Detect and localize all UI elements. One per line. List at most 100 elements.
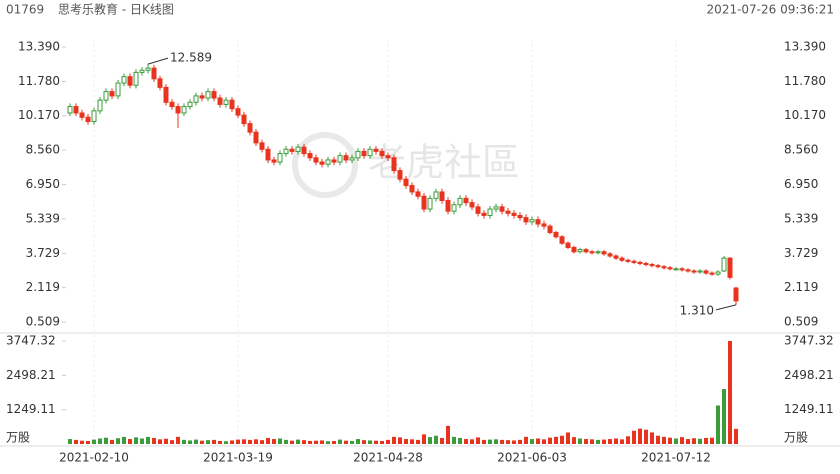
volume-bar <box>602 439 606 444</box>
volume-bar <box>236 439 240 444</box>
candle-body <box>511 212 517 216</box>
volume-bar <box>296 439 300 444</box>
volume-bar <box>620 439 624 444</box>
candle-body <box>439 191 445 202</box>
candle-body <box>691 270 697 273</box>
volume-tick-label-right: 3747.32 <box>784 334 834 348</box>
candle-body <box>607 253 613 257</box>
candle-body <box>499 206 505 212</box>
candle-body <box>523 217 529 223</box>
candle-body <box>67 106 73 114</box>
volume-bar <box>398 437 402 444</box>
volume-bar <box>446 425 450 444</box>
volume-bar <box>278 438 282 444</box>
y-tick-label: 10.170 <box>18 108 60 122</box>
candle-body <box>487 208 493 216</box>
volume-bar <box>206 440 210 444</box>
candle-body <box>517 214 523 219</box>
candle-body <box>73 106 79 114</box>
grid: 13.390 13.390 11.780 11.780 10.170 10.170 8.56… <box>6 40 834 465</box>
volume-bar <box>650 432 654 444</box>
candle-body <box>193 95 199 103</box>
watermark-text: 老虎社區 <box>368 141 520 185</box>
candle-body <box>373 148 379 152</box>
high-annotation: 12.589 <box>170 51 212 65</box>
volume-bar <box>248 439 252 444</box>
volume-bar <box>476 437 480 444</box>
volume-bar <box>128 439 132 444</box>
candle-body <box>703 270 709 274</box>
volume-bar <box>470 439 474 444</box>
candle-body <box>625 259 631 262</box>
y-tick-label-right: 6.950 <box>784 177 818 191</box>
volume-bar <box>98 438 102 444</box>
candle-body <box>637 261 643 264</box>
volume-bar <box>92 439 96 444</box>
y-tick-label-right: 3.729 <box>784 246 818 260</box>
x-tick-label: 2021-02-10 <box>59 451 129 465</box>
candle-body <box>325 159 331 165</box>
candle-body <box>673 268 679 271</box>
candle-body <box>115 82 121 97</box>
volume-bar <box>464 439 468 444</box>
candle-body <box>733 287 739 302</box>
volume-bar <box>716 405 720 444</box>
y-tick-label-right: 2.119 <box>784 280 818 294</box>
volume-bar <box>614 438 618 444</box>
candle-body <box>613 255 619 259</box>
candle-body <box>79 112 85 118</box>
candle-body <box>277 153 283 163</box>
volume-tick-label: 1249.11 <box>6 402 56 416</box>
volume-bar <box>218 440 222 444</box>
volume-bar <box>290 440 294 444</box>
chart-title: 思考乐教育 - 日K线图 <box>58 2 174 17</box>
volume-bar <box>452 436 456 444</box>
volume-bar <box>554 436 558 444</box>
stock-code: 01769 <box>6 3 44 17</box>
volume-bar <box>380 440 384 444</box>
volume-bar <box>68 439 72 444</box>
candle-body <box>403 178 409 187</box>
volume-bar <box>404 439 408 444</box>
volume-bar <box>548 437 552 444</box>
y-tick-label: 11.780 <box>18 74 60 88</box>
candle-body <box>667 267 673 270</box>
volume-bar <box>80 440 84 444</box>
volume-bar <box>74 439 78 444</box>
volume-bar <box>338 439 342 444</box>
candle-body <box>181 106 187 114</box>
candle-body <box>127 76 133 86</box>
volume-bar <box>374 440 378 444</box>
volume-bar <box>686 439 690 444</box>
volume-bar <box>518 439 522 444</box>
volume-bar <box>104 437 108 444</box>
candle-body <box>529 219 535 223</box>
candle-body <box>643 262 649 266</box>
high-leader <box>147 57 169 65</box>
candle-body <box>205 91 211 99</box>
volume-bar <box>392 436 396 444</box>
candle-body <box>427 197 433 210</box>
candle-body <box>493 206 499 210</box>
candle-body <box>397 170 403 180</box>
candle-body <box>577 249 583 253</box>
volume-bar <box>254 439 258 444</box>
volume-tick-label: 2498.21 <box>6 368 56 382</box>
candle-body <box>169 101 175 108</box>
candle-body <box>697 270 703 273</box>
volume-bar <box>344 440 348 444</box>
candle-body <box>145 67 151 71</box>
candle-body <box>721 257 727 272</box>
volume-bar <box>542 439 546 444</box>
candle-body <box>595 251 601 254</box>
volume-bar <box>494 439 498 444</box>
y-tick-label: 2.119 <box>26 280 60 294</box>
candle-body <box>295 146 301 152</box>
watermark-logo <box>292 132 358 198</box>
candle-body <box>475 206 481 214</box>
x-tick-label: 2021-03-19 <box>203 451 273 465</box>
candle-body <box>241 114 247 125</box>
candle-body <box>463 197 469 204</box>
